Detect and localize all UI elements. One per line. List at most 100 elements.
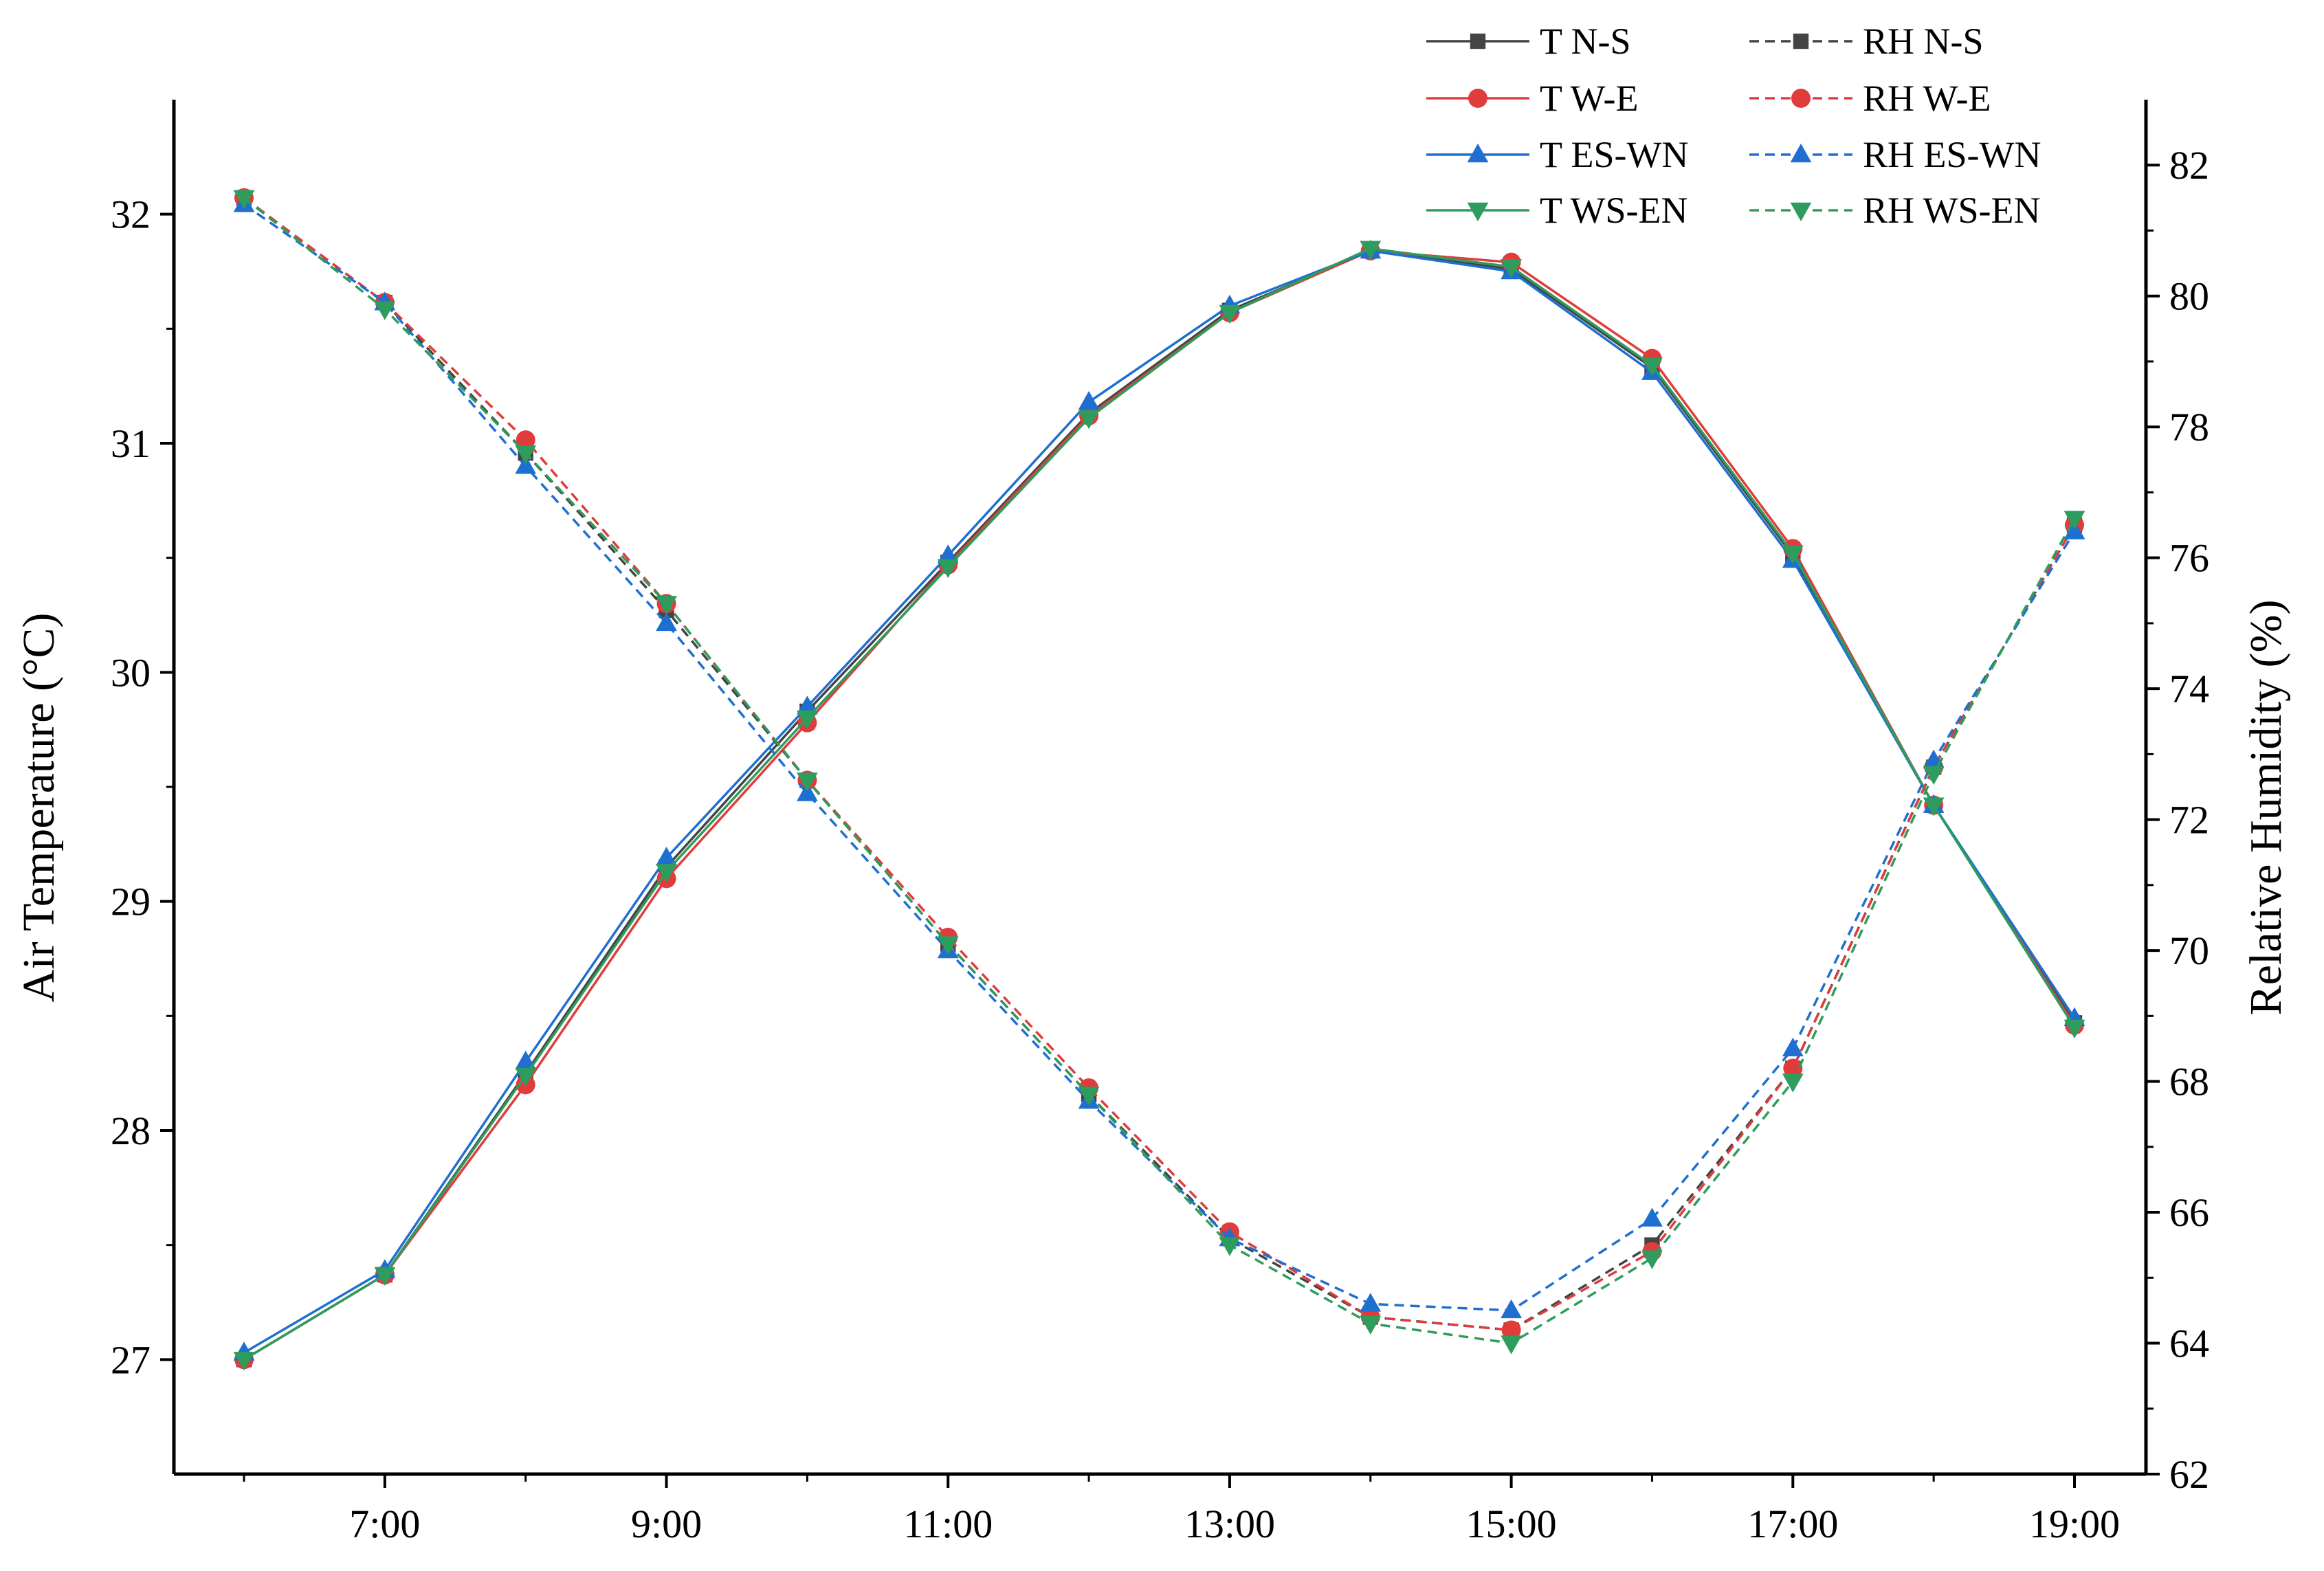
data-point xyxy=(2063,1019,2085,1039)
legend-item: RH N-S xyxy=(1749,21,1984,62)
data-point xyxy=(1782,545,1804,565)
series-line xyxy=(243,197,2076,1345)
data-point xyxy=(374,301,396,320)
legend-label: RH WS-EN xyxy=(1863,190,2041,231)
plot-frame xyxy=(172,100,2148,1476)
y-axis-title-right: Relative Humidity (%) xyxy=(2241,600,2291,1016)
y-left-tick-label: 28 xyxy=(111,1108,151,1153)
data-point xyxy=(796,695,818,715)
data-point xyxy=(1219,1237,1241,1256)
legend-marker xyxy=(1467,143,1489,163)
y-left-tick-label: 27 xyxy=(111,1337,151,1382)
legend: T N-S T W-E T ES-WN T WS-EN RH N-S RH W-E RH E… xyxy=(1426,21,2041,231)
series-rh-ws-en xyxy=(233,190,2085,1355)
legend-label: RH N-S xyxy=(1863,21,1984,62)
y-right-tick-label: 62 xyxy=(2169,1452,2209,1497)
right-axis: 62 64 66 68 70 72 74 76 78 80 82 xyxy=(2146,143,2209,1497)
data-point xyxy=(515,1067,537,1087)
data-point xyxy=(1923,766,1945,786)
data-point xyxy=(1782,1037,1804,1057)
legend-label: T WS-EN xyxy=(1540,190,1688,231)
data-point xyxy=(1078,410,1100,430)
x-tick-label: 9:00 xyxy=(631,1502,702,1546)
legend-marker xyxy=(1470,33,1486,49)
legend-item: T WS-EN xyxy=(1426,190,1688,231)
data-point xyxy=(1641,1250,1663,1269)
series-line xyxy=(243,247,2076,1361)
data-point xyxy=(1641,357,1663,377)
x-axis: 7:00 9:00 11:00 13:00 15:00 17:00 19:00 xyxy=(243,1474,2120,1546)
data-point xyxy=(656,864,677,883)
legend-label: RH ES-WN xyxy=(1863,134,2041,175)
data-point xyxy=(1360,1293,1382,1312)
data-point xyxy=(1783,1058,1803,1078)
data-point xyxy=(233,1352,255,1371)
x-tick-label: 7:00 xyxy=(349,1502,420,1546)
legend-marker xyxy=(1467,202,1489,222)
series-line xyxy=(243,249,2076,1354)
legend-marker xyxy=(1790,202,1812,222)
series-t-es-wn xyxy=(233,239,2085,1361)
data-point xyxy=(796,782,818,801)
data-point xyxy=(2063,511,2085,530)
data-point xyxy=(1501,1335,1523,1355)
x-tick-label: 19:00 xyxy=(2029,1502,2120,1546)
y-right-tick-label: 76 xyxy=(2169,536,2209,581)
series-line xyxy=(243,249,2076,1361)
data-point xyxy=(1923,797,1945,816)
data-point xyxy=(1501,259,1523,278)
y-left-tick-label: 31 xyxy=(111,421,151,466)
data-point xyxy=(515,445,537,465)
series-line xyxy=(243,249,2076,1361)
data-point xyxy=(1078,1087,1100,1106)
legend-label: T ES-WN xyxy=(1540,134,1688,175)
y-left-tick-label: 30 xyxy=(111,650,151,695)
legend-marker xyxy=(1791,89,1811,108)
data-point xyxy=(374,1267,396,1286)
y-right-tick-label: 68 xyxy=(2169,1060,2209,1104)
data-point xyxy=(1219,304,1241,324)
legend-item: T W-E xyxy=(1426,78,1639,119)
series-t-n-s xyxy=(236,243,2083,1368)
legend-item: RH W-E xyxy=(1749,78,1991,119)
legend-item: T ES-WN xyxy=(1426,134,1688,175)
data-point xyxy=(1360,1315,1382,1335)
series-t-ws-en xyxy=(233,241,2085,1371)
data-point xyxy=(796,772,818,792)
series-line xyxy=(243,203,2076,1312)
data-point xyxy=(656,596,677,615)
y-right-tick-label: 64 xyxy=(2169,1322,2209,1366)
x-tick-label: 17:00 xyxy=(1747,1502,1838,1546)
data-point xyxy=(1641,1207,1663,1227)
data-point xyxy=(937,544,959,564)
y-right-tick-label: 70 xyxy=(2169,928,2209,973)
y-right-tick-label: 78 xyxy=(2169,405,2209,449)
y-right-tick-label: 66 xyxy=(2169,1190,2209,1235)
x-tick-label: 13:00 xyxy=(1184,1502,1275,1546)
data-point xyxy=(1078,390,1100,410)
data-point xyxy=(656,847,677,866)
data-point xyxy=(1782,1073,1804,1093)
data-point xyxy=(656,612,677,632)
data-point xyxy=(1501,1320,1521,1340)
legend-marker xyxy=(1468,89,1487,108)
data-point xyxy=(515,1050,537,1070)
y-left-tick-label: 29 xyxy=(111,880,151,924)
data-point xyxy=(516,430,535,450)
x-tick-label: 15:00 xyxy=(1466,1502,1557,1546)
y-axis-title-left: Air Temperature (°C) xyxy=(14,613,64,1003)
legend-label: T N-S xyxy=(1540,21,1631,62)
series-layer xyxy=(233,188,2085,1371)
data-point xyxy=(796,710,818,730)
left-axis: 27 28 29 30 31 32 xyxy=(111,192,174,1382)
legend-item: RH ES-WN xyxy=(1749,134,2041,175)
y-right-tick-label: 82 xyxy=(2169,143,2209,188)
data-point xyxy=(1360,241,1382,260)
series-line xyxy=(243,197,2076,1332)
legend-marker xyxy=(1790,143,1812,163)
y-right-tick-label: 74 xyxy=(2169,667,2209,711)
y-right-tick-label: 80 xyxy=(2169,274,2209,319)
legend-marker xyxy=(1793,33,1809,49)
x-tick-label: 11:00 xyxy=(903,1502,993,1546)
